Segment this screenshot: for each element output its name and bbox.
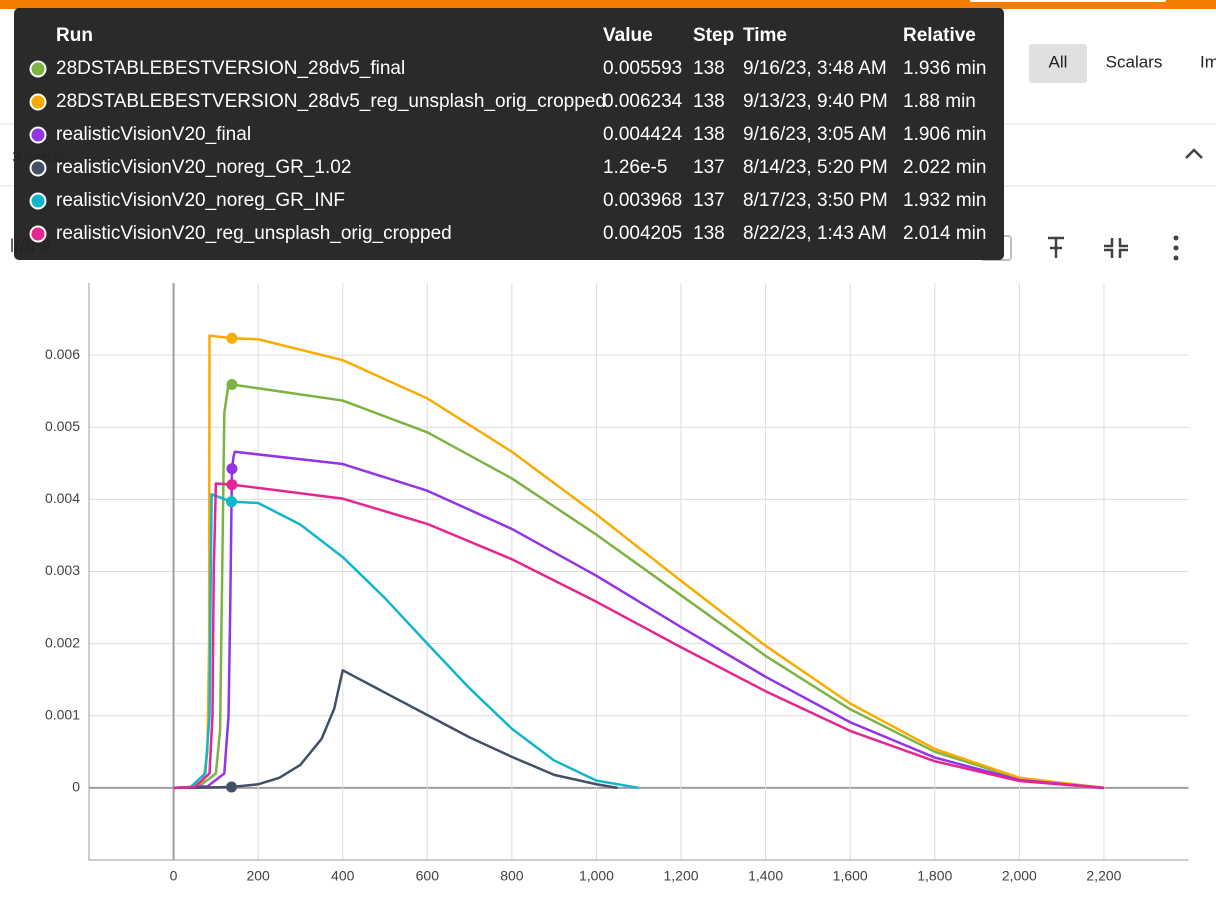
x-tick-label: 600 xyxy=(416,868,440,884)
x-tick-label: 0 xyxy=(170,868,178,884)
x-tick-label: 200 xyxy=(246,868,270,884)
hover-marker xyxy=(226,332,238,344)
tooltip-relative: 2.022 min xyxy=(903,157,986,178)
tooltip-run: 28DSTABLEBESTVERSION_28dv5_reg_unsplash_… xyxy=(56,91,606,112)
tooltip-step: 137 xyxy=(693,157,725,178)
tooltip-header: Time xyxy=(743,25,787,46)
y-tick-label: 0.006 xyxy=(45,346,80,362)
hover-marker xyxy=(226,781,238,793)
y-tick-label: 0.003 xyxy=(45,562,80,578)
search-box[interactable] xyxy=(970,0,1166,2)
tooltip-value: 0.005593 xyxy=(603,58,682,79)
tab[interactable]: All xyxy=(1049,52,1068,71)
tooltip-time: 8/17/23, 3:50 PM xyxy=(743,190,888,211)
y-tick-label: 0.002 xyxy=(45,634,80,650)
tooltip-swatch xyxy=(29,192,47,210)
tab[interactable]: Im xyxy=(1200,52,1216,71)
x-tick-label: 400 xyxy=(331,868,355,884)
tooltip-relative: 1.932 min xyxy=(903,190,986,211)
y-tick-label: 0 xyxy=(72,779,80,795)
tab[interactable]: Scalars xyxy=(1106,52,1163,71)
tooltip-header: Value xyxy=(603,25,653,46)
tooltip-value: 0.004205 xyxy=(603,223,682,244)
tooltip-value: 0.004424 xyxy=(603,124,683,145)
plot: 0 0.001 0.002 0.003 0.004 0.005 0.006 0 200 400 60… xyxy=(45,283,1189,884)
tooltip-run: realisticVisionV20_reg_unsplash_orig_cro… xyxy=(56,223,452,244)
tooltip-step: 138 xyxy=(693,91,725,112)
more-icon[interactable] xyxy=(1173,235,1179,261)
tooltip: Run Value Step Time Relative 28DSTABLEBESTVER… xyxy=(14,8,1004,260)
tooltip-relative: 1.936 min xyxy=(903,58,986,79)
x-tick-label: 1,600 xyxy=(833,868,868,884)
x-tick-label: 1,800 xyxy=(917,868,952,884)
tooltip-time: 9/13/23, 9:40 PM xyxy=(743,91,888,112)
tab-active[interactable] xyxy=(1029,44,1087,83)
tooltip-swatch xyxy=(29,225,47,243)
tooltip-relative: 1.906 min xyxy=(903,124,986,145)
y-tick-label: 0.005 xyxy=(45,418,80,434)
pin-icon[interactable] xyxy=(1048,236,1064,258)
x-tick-label: 1,400 xyxy=(748,868,783,884)
tooltip-relative: 1.88 min xyxy=(903,91,976,112)
series-line xyxy=(173,382,1105,790)
tooltip-swatch xyxy=(29,126,47,144)
tooltip-swatch xyxy=(29,93,47,111)
tooltip-value: 0.006234 xyxy=(603,91,683,112)
x-tick-label: 2,200 xyxy=(1086,868,1121,884)
x-tick-label: 2,000 xyxy=(1002,868,1037,884)
series-line xyxy=(173,482,1105,790)
series-line xyxy=(173,450,1105,790)
tooltip-step: 138 xyxy=(693,58,725,79)
hover-marker xyxy=(226,496,238,508)
tooltip-time: 9/16/23, 3:48 AM xyxy=(743,58,887,79)
tooltip-time: 8/22/23, 1:43 AM xyxy=(743,223,887,244)
x-tick-label: 1,000 xyxy=(579,868,614,884)
tooltip-run: realisticVisionV20_final xyxy=(56,124,251,145)
fullscreen-icon[interactable] xyxy=(1104,238,1128,258)
y-tick-label: 0.001 xyxy=(45,706,80,722)
x-tick-label: 800 xyxy=(500,868,524,884)
tooltip-header: Relative xyxy=(903,25,976,46)
tooltip-value: 1.26e-5 xyxy=(603,157,667,178)
hover-marker xyxy=(226,463,238,475)
tooltip-run: 28DSTABLEBESTVERSION_28dv5_final xyxy=(56,58,405,79)
tooltip-step: 138 xyxy=(693,124,725,145)
tooltip-swatch xyxy=(29,159,47,177)
top-bar xyxy=(0,0,1216,9)
tooltip-time: 8/14/23, 5:20 PM xyxy=(743,157,888,178)
tooltip-relative: 2.014 min xyxy=(903,223,986,244)
collapse-chevron[interactable] xyxy=(1185,148,1203,159)
y-tick-label: 0.004 xyxy=(45,490,80,506)
hover-marker xyxy=(226,479,238,491)
tooltip-step: 137 xyxy=(693,190,725,211)
tooltip-swatch xyxy=(29,60,47,78)
x-tick-label: 1,200 xyxy=(664,868,699,884)
tooltip-header: Run xyxy=(56,25,93,46)
tooltip-background xyxy=(14,8,1004,260)
tooltip-step: 138 xyxy=(693,223,725,244)
tooltip-run: realisticVisionV20_noreg_GR_INF xyxy=(56,190,345,211)
tooltip-time: 9/16/23, 3:05 AM xyxy=(743,124,887,145)
hover-marker xyxy=(226,378,238,390)
tooltip-header: Step xyxy=(693,25,734,46)
tooltip-value: 0.003968 xyxy=(603,190,682,211)
lines xyxy=(173,332,1105,793)
series-line xyxy=(173,493,639,790)
tooltip-run: realisticVisionV20_noreg_GR_1.02 xyxy=(56,157,351,178)
series-line xyxy=(173,334,1105,790)
series-line xyxy=(173,669,618,790)
